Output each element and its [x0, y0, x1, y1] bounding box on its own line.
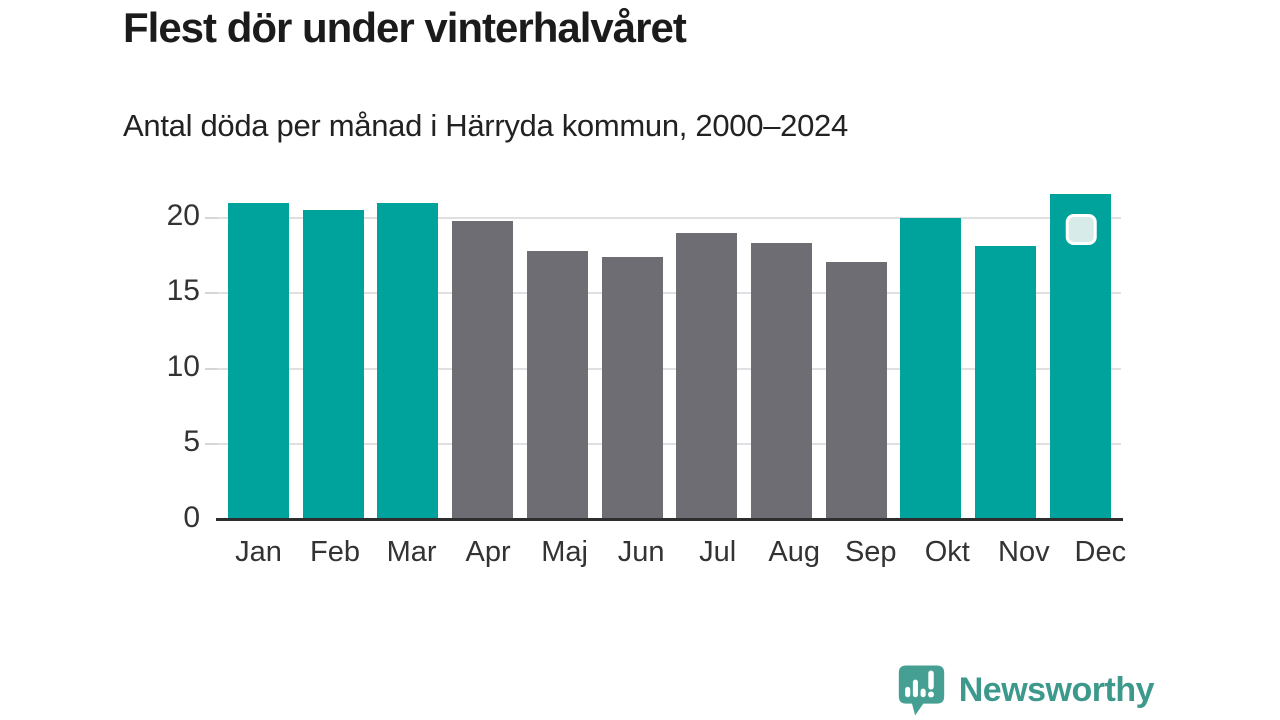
bar-maj	[526, 251, 588, 520]
brand-wordmark: Newsworthy	[958, 670, 1155, 709]
x-tick-label-maj: Maj	[541, 536, 588, 568]
gridline-10	[205, 367, 1121, 370]
gridline-20	[205, 216, 1121, 219]
x-tick-label-nov: Nov	[998, 536, 1050, 568]
y-tick-label-20: 20	[166, 198, 200, 232]
x-tick-label-apr: Apr	[465, 536, 511, 568]
brand-footer: Newsworthy	[897, 662, 1155, 718]
x-tick-label-okt: Okt	[924, 536, 970, 568]
bar-dec	[1049, 193, 1111, 520]
chart-title: Flest dör under vinterhalvåret	[123, 4, 687, 51]
x-tick-label-sep: Sep	[844, 536, 897, 568]
x-tick-label-dec: Dec	[1074, 536, 1127, 568]
gridline-5	[205, 443, 1121, 446]
y-tick-label-15: 15	[166, 274, 200, 308]
y-tick-label-10: 10	[166, 349, 200, 383]
highlight-badge	[1066, 213, 1098, 245]
x-tick-label-jun: Jun	[617, 536, 665, 568]
plot-area	[205, 186, 1123, 521]
x-axis: Jan Feb Mar Apr Maj Jun Jul Aug Sep Okt Nov Dec	[218, 536, 1141, 569]
bar-feb	[302, 210, 364, 520]
bar-jul	[676, 232, 738, 520]
x-tick-label-jul: Jul	[699, 536, 737, 568]
bar-sep	[825, 261, 887, 520]
bar-okt	[900, 217, 962, 520]
x-tick-label-aug: Aug	[768, 536, 821, 568]
bar-mar	[377, 202, 439, 520]
x-tick-label-jan: Jan	[235, 536, 282, 568]
chart-subtitle: Antal döda per månad i Härryda kommun, 2…	[123, 108, 848, 143]
newsworthy-logo-icon	[898, 665, 944, 716]
bar-jan	[228, 202, 289, 520]
x-axis-baseline	[216, 518, 1123, 521]
y-axis: 0 5 10 15 20	[0, 186, 200, 534]
bar-series	[218, 186, 1121, 520]
gridline-15	[205, 292, 1121, 295]
bar-nov	[975, 246, 1037, 520]
y-tick-label-5: 5	[183, 425, 200, 459]
x-tick-label-feb: Feb	[310, 536, 361, 568]
x-tick-label-mar: Mar	[386, 536, 437, 568]
y-tick-label-0: 0	[183, 501, 200, 534]
bar-apr	[452, 220, 514, 520]
bar-aug	[751, 243, 813, 520]
bar-jun	[601, 257, 663, 520]
